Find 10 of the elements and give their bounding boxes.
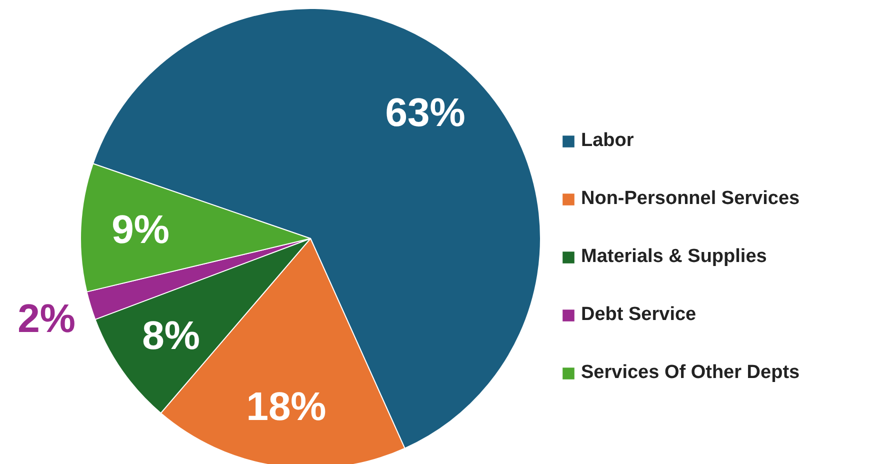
data-label: 2% [18, 297, 76, 342]
legend-label: Non-Personnel Services [581, 188, 800, 210]
legend-label: Debt Service [581, 304, 696, 326]
legend-label: Labor [581, 130, 634, 152]
legend-label: Services Of Other Depts [581, 362, 800, 384]
data-label: 18% [246, 384, 326, 429]
data-label: 9% [112, 208, 170, 252]
data-label: 63% [385, 90, 466, 135]
legend-label: Materials & Supplies [581, 246, 767, 268]
data-label: 8% [142, 314, 200, 358]
